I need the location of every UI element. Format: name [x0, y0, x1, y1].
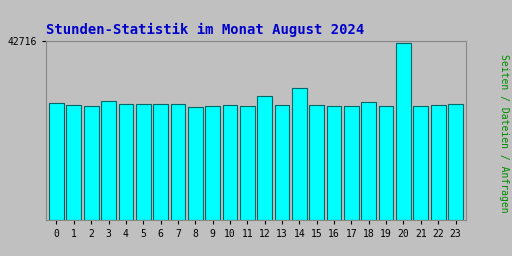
- Bar: [413, 106, 428, 220]
- Bar: [170, 104, 185, 220]
- Bar: [49, 103, 64, 220]
- Bar: [205, 106, 220, 220]
- Bar: [101, 101, 116, 220]
- Bar: [292, 88, 307, 220]
- Bar: [327, 106, 342, 220]
- Text: Stunden-Statistik im Monat August 2024: Stunden-Statistik im Monat August 2024: [46, 23, 365, 37]
- Bar: [188, 107, 203, 220]
- Bar: [379, 106, 394, 220]
- Bar: [448, 104, 463, 220]
- Bar: [240, 106, 254, 220]
- Bar: [67, 105, 81, 220]
- Bar: [274, 105, 289, 220]
- Bar: [258, 97, 272, 220]
- Bar: [309, 105, 324, 220]
- Bar: [223, 105, 238, 220]
- Bar: [118, 104, 133, 220]
- Bar: [361, 102, 376, 220]
- Bar: [396, 43, 411, 220]
- Bar: [431, 105, 445, 220]
- Bar: [84, 106, 98, 220]
- Bar: [153, 104, 168, 220]
- Bar: [344, 106, 359, 220]
- Text: Seiten / Dateien / Anfragen: Seiten / Dateien / Anfragen: [499, 54, 509, 212]
- Bar: [136, 104, 151, 220]
